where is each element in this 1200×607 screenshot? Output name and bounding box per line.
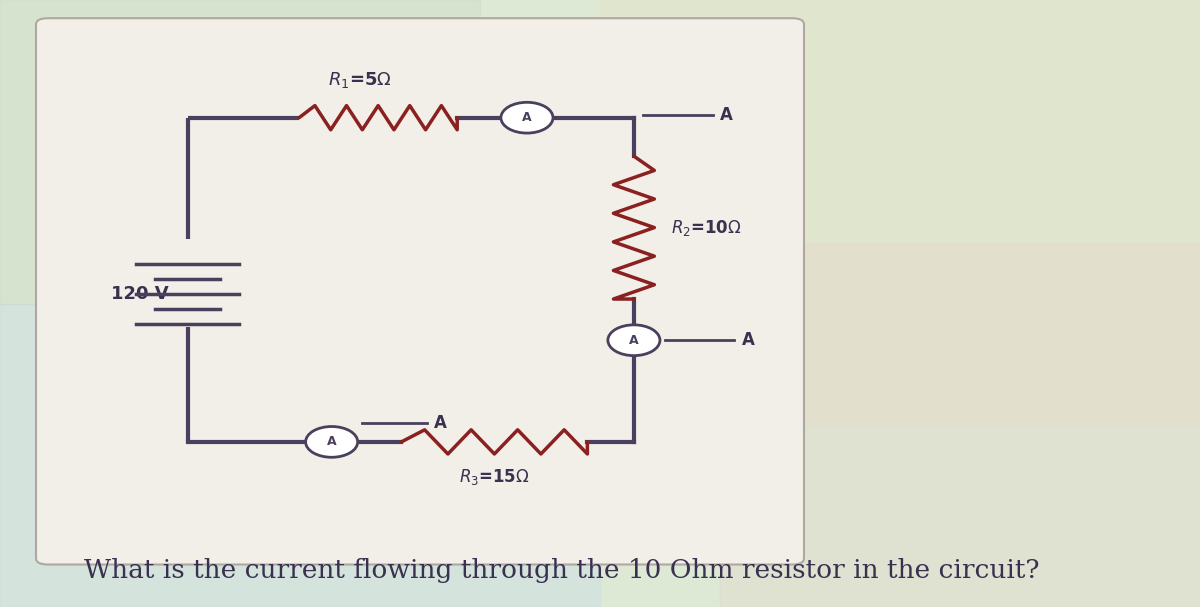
Text: A: A bbox=[629, 334, 638, 347]
Text: A: A bbox=[434, 413, 446, 432]
Circle shape bbox=[500, 103, 553, 133]
Text: A: A bbox=[326, 435, 336, 449]
Text: A: A bbox=[522, 111, 532, 124]
Text: A: A bbox=[720, 106, 732, 124]
Bar bbox=[0, 0, 480, 304]
Text: What is the current flowing through the 10 Ohm resistor in the circuit?: What is the current flowing through the … bbox=[84, 558, 1039, 583]
Circle shape bbox=[608, 325, 660, 356]
Bar bbox=[600, 0, 1200, 425]
Text: $R_2$=10$\Omega$: $R_2$=10$\Omega$ bbox=[671, 217, 742, 237]
Text: $R_3$=15$\Omega$: $R_3$=15$\Omega$ bbox=[460, 467, 529, 487]
Text: $R_1$=5$\Omega$: $R_1$=5$\Omega$ bbox=[328, 70, 391, 90]
Circle shape bbox=[306, 427, 358, 457]
Bar bbox=[720, 243, 1200, 607]
Text: 120 V: 120 V bbox=[112, 285, 169, 303]
Bar bbox=[0, 304, 600, 607]
Text: A: A bbox=[742, 331, 755, 349]
